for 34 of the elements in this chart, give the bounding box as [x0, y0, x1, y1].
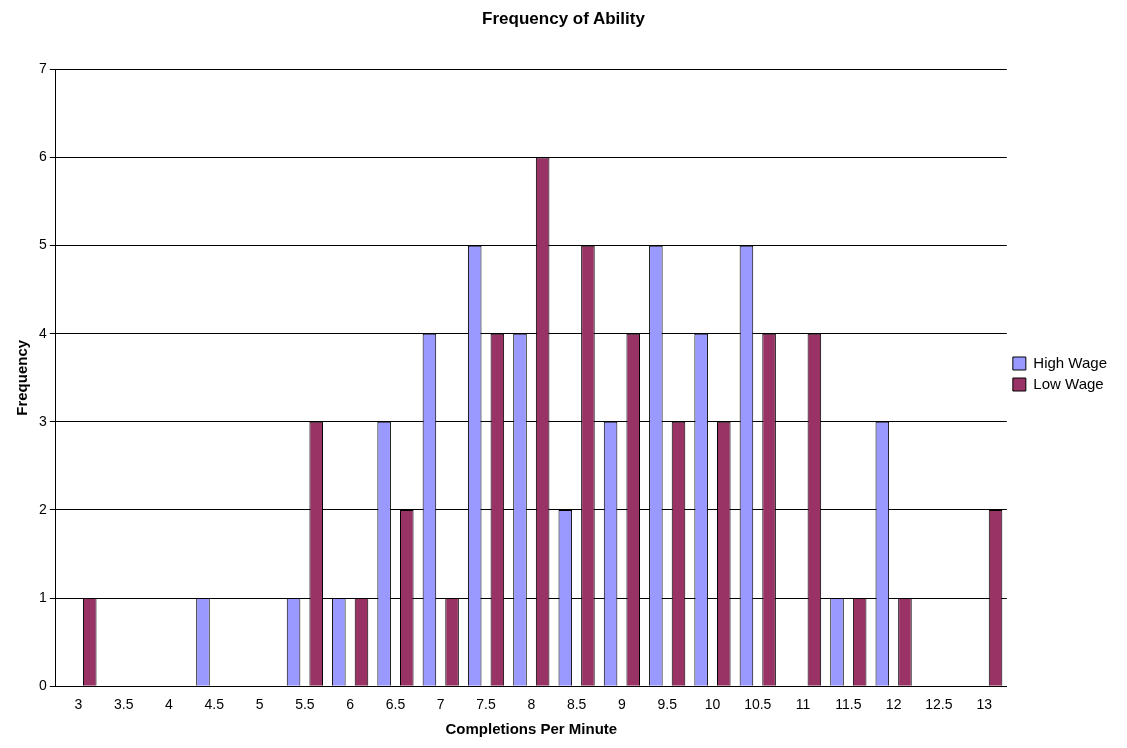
- x-tick-label: 11: [795, 696, 811, 713]
- y-tick-label: 7: [38, 60, 47, 77]
- x-tick-label: 10: [704, 696, 721, 713]
- x-tick-label: 6: [346, 696, 355, 713]
- x-tick-label: 13: [976, 696, 993, 713]
- x-tick-label: 4: [165, 696, 174, 713]
- x-tick-label: 6.5: [385, 696, 406, 713]
- x-tick-label: 8: [527, 696, 536, 713]
- y-tick-label: 3: [38, 412, 47, 429]
- y-axis-title: Frequency: [13, 339, 31, 416]
- x-tick-label: 8.5: [566, 696, 587, 713]
- x-tick-label: 3: [74, 696, 83, 713]
- x-tick-label: 12.5: [925, 696, 953, 713]
- x-tick-label: 5: [255, 696, 264, 713]
- x-tick-label: 10.5: [744, 696, 772, 713]
- x-tick-label: 3.5: [113, 696, 134, 713]
- y-tick-label: 4: [38, 324, 47, 341]
- y-tick-label: 1: [38, 588, 47, 605]
- x-tick-label: 4.5: [204, 696, 225, 713]
- y-tick-label: 0: [38, 677, 47, 694]
- y-tick-label: 5: [38, 236, 47, 253]
- y-tick-label: 2: [38, 500, 47, 517]
- x-tick-label: 5.5: [295, 696, 315, 713]
- x-axis-title: Completions Per Minute: [445, 720, 618, 738]
- x-tick-label: 7: [436, 696, 445, 713]
- x-tick-label: 12: [885, 696, 902, 713]
- x-tick-label: 9: [618, 696, 626, 713]
- legend-label: Low Wage: [1033, 374, 1104, 392]
- x-tick-label: 7.5: [476, 696, 496, 713]
- x-tick-label: 9.5: [657, 696, 678, 713]
- legend-label: High Wage: [1033, 353, 1108, 371]
- chart-title: Frequency of Ability: [482, 8, 646, 28]
- x-tick-label: 11.5: [835, 696, 862, 713]
- y-tick-label: 6: [38, 148, 47, 165]
